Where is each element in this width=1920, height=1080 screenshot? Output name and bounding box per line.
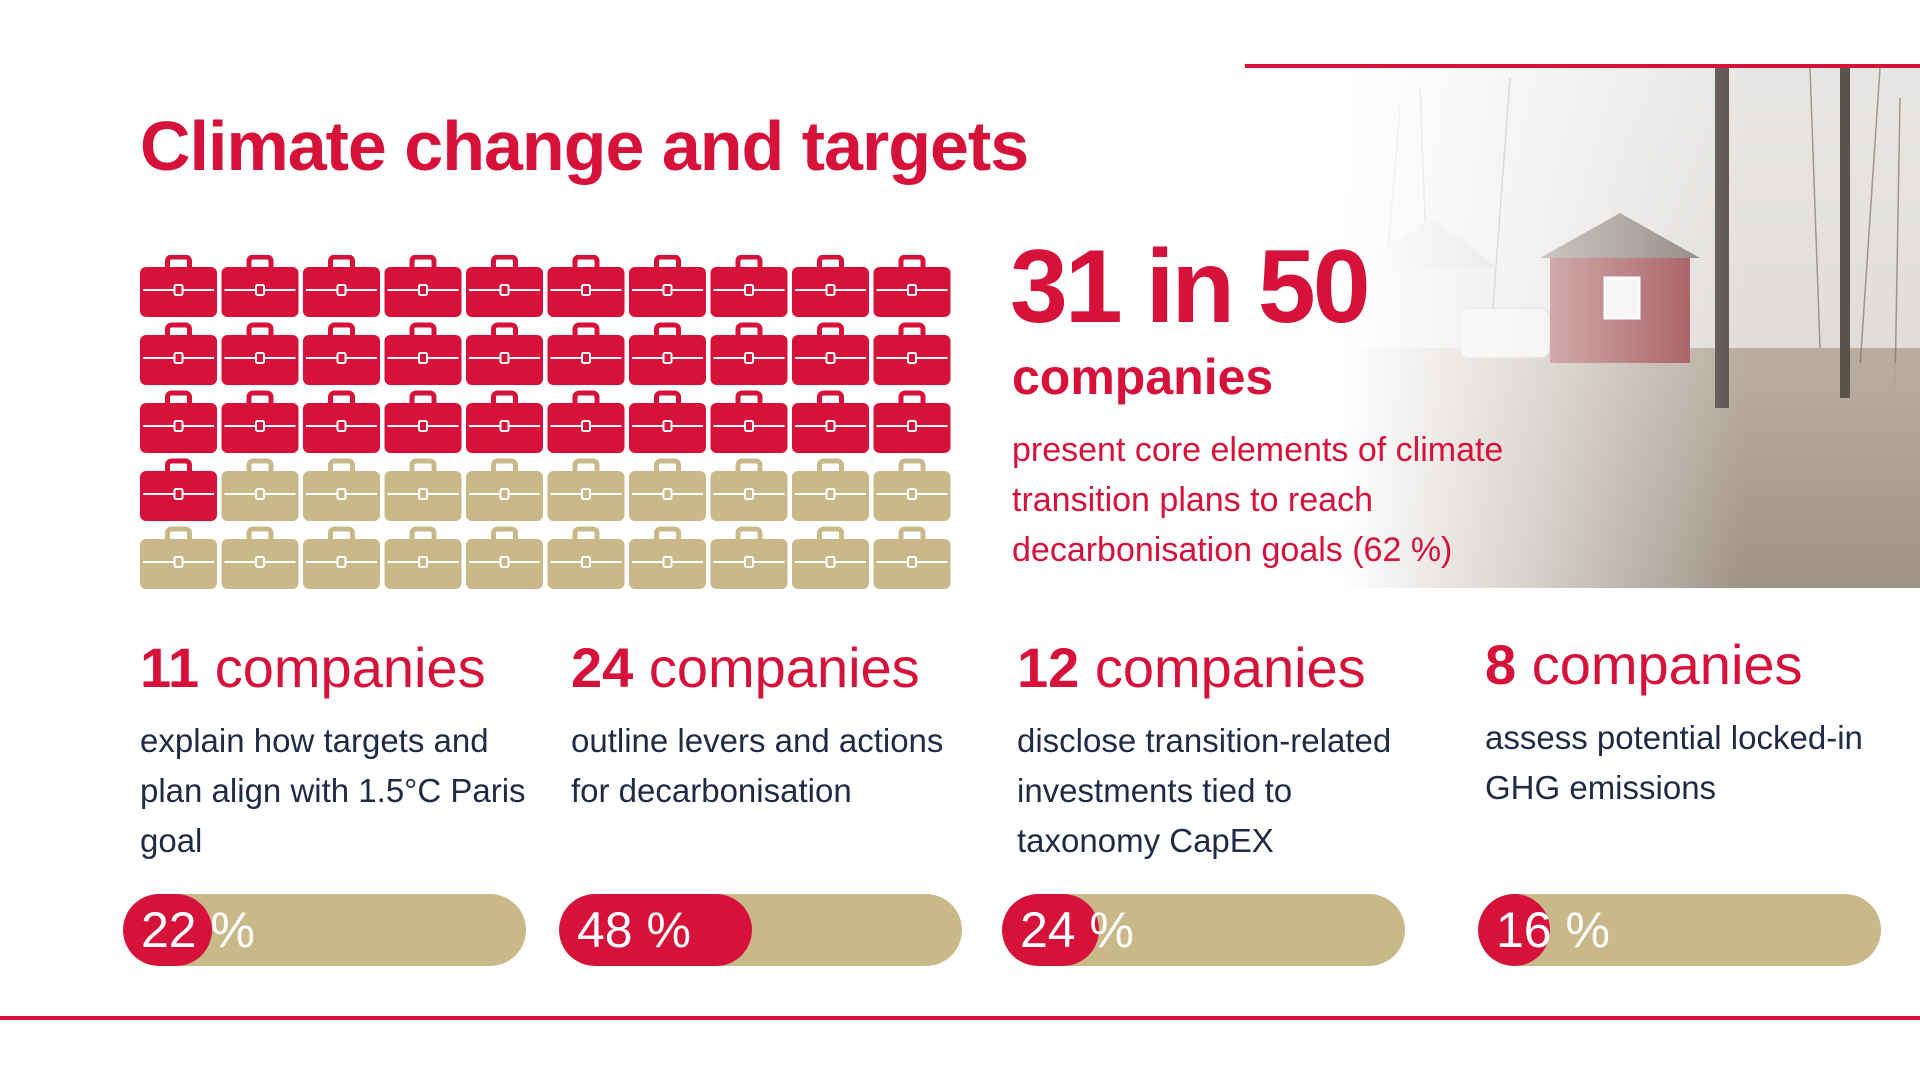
stat-unit: companies [648,636,920,699]
stat-unit: companies [214,636,486,699]
briefcase-icon [384,526,462,589]
stat-heading: 8 companies [1485,637,1905,693]
briefcase-icon [629,255,706,317]
briefcase-icon [384,255,462,317]
briefcase-icon [221,322,299,385]
progress-bar-4: 16 % [1478,894,1881,966]
stat-heading: 12 companies [1017,640,1437,696]
briefcase-icon [792,526,869,589]
page-title: Climate change and targets [140,107,1029,185]
stat-number: 12 [1017,636,1080,699]
briefcase-icon [792,322,869,385]
briefcase-icon [221,458,299,521]
briefcase-icon [547,390,625,453]
stat-1: 11 companies explain how targets and pla… [140,640,560,866]
briefcase-icon [384,390,462,453]
stat-unit: companies [1531,633,1803,696]
progress-fill [1478,894,1550,966]
stat-4: 8 companies assess potential locked-in G… [1485,637,1905,813]
top-divider [1245,64,1920,68]
briefcase-icon [384,458,462,521]
headline-description: present core elements of climate transit… [1012,431,1504,569]
stat-description: outline levers and actions for decarboni… [571,722,944,809]
briefcase-icon [547,255,625,317]
briefcase-icon [792,390,869,453]
stat-3: 12 companies disclose transition-related… [1017,640,1437,866]
briefcase-icon [466,526,543,589]
briefcase-icon [873,255,951,317]
briefcase-icon [710,255,788,317]
briefcase-icon [629,526,706,589]
bottom-divider [0,1016,1920,1020]
briefcase-icon [547,458,625,521]
briefcase-icon [384,322,462,385]
briefcase-icon [710,322,788,385]
briefcase-icon [710,526,788,589]
briefcase-icon [792,255,869,317]
briefcase-icon [140,526,217,589]
briefcase-icon [710,458,788,521]
progress-label: 22 % [141,902,255,958]
briefcase-icon [221,255,299,317]
briefcase-icon [873,322,951,385]
briefcase-icon [710,390,788,453]
briefcase-icon [221,526,299,589]
headline-value: 31 in 50 [1010,229,1371,345]
briefcase-icon [303,526,380,589]
briefcase-icon [466,322,543,385]
progress-fill [1002,894,1099,966]
stat-description: assess potential locked-in GHG emissions [1485,719,1863,806]
briefcase-icon [303,255,380,317]
briefcase-icon [221,390,299,453]
briefcase-icon [303,458,380,521]
briefcase-icon [792,458,869,521]
briefcase-icon [466,390,543,453]
progress-fill [123,894,212,966]
progress-bar-2: 48 % [559,894,962,966]
briefcase-icon [140,390,217,453]
stat-number: 24 [571,636,634,699]
stat-2: 24 companies outline levers and actions … [571,640,991,816]
progress-fill [559,894,753,966]
briefcase-pictogram [140,255,951,589]
stat-description: explain how targets and plan align with … [140,722,526,859]
progress-label: 16 % [1496,902,1610,958]
flooded-house-photo [1340,68,1920,588]
briefcase-icon [303,322,380,385]
stat-heading: 11 companies [140,640,560,696]
stat-number: 11 [140,636,200,699]
briefcase-icon [303,390,380,453]
briefcase-icon [873,526,951,589]
briefcase-icon [140,255,217,317]
progress-label: 48 % [577,902,691,958]
briefcase-icon [629,322,706,385]
briefcase-icon [466,458,543,521]
stat-unit: companies [1094,636,1366,699]
briefcase-icon [873,458,951,521]
briefcase-icon [629,390,706,453]
briefcase-icon [629,458,706,521]
progress-bar-1: 22 % [123,894,526,966]
briefcase-icon [140,322,217,385]
headline-unit: companies [1012,349,1274,405]
briefcase-icon [140,458,217,521]
briefcase-icon [873,390,951,453]
progress-bar-3: 24 % [1002,894,1405,966]
briefcase-icon [547,526,625,589]
progress-label: 24 % [1020,902,1134,958]
briefcase-icon [466,255,543,317]
stat-description: disclose transition-related investments … [1017,722,1392,859]
stat-heading: 24 companies [571,640,991,696]
stat-number: 8 [1485,633,1517,696]
briefcase-icon [547,322,625,385]
